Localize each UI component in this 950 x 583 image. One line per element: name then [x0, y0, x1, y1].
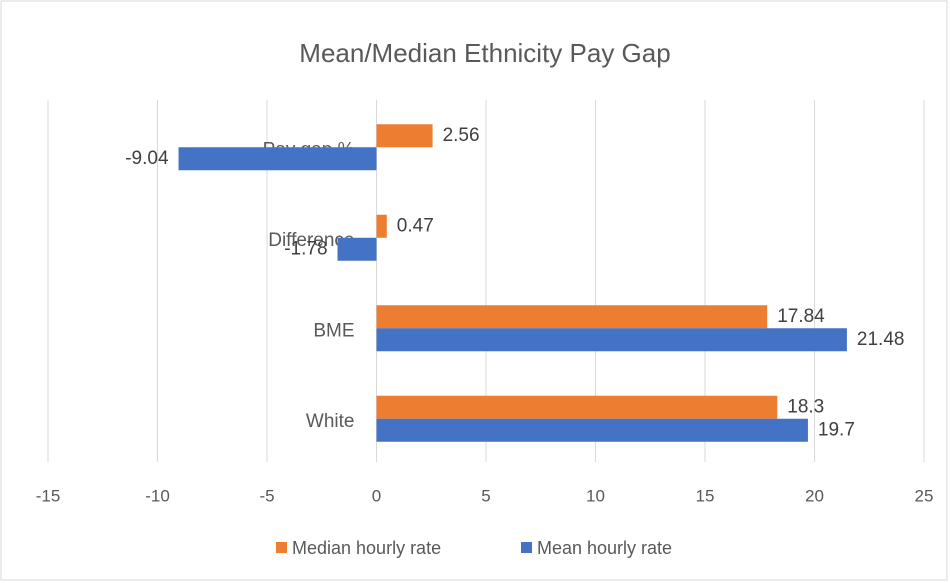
bar	[337, 237, 377, 261]
x-tick-label: -5	[259, 486, 274, 505]
data-label: 21.48	[857, 329, 905, 350]
legend-label: Mean hourly rate	[537, 538, 672, 558]
legend-label: Median hourly rate	[292, 538, 441, 558]
legend-swatch	[276, 542, 287, 553]
x-tick-label: 25	[915, 486, 934, 505]
bar	[178, 147, 377, 171]
x-tick-label: 20	[805, 486, 824, 505]
bar	[376, 328, 847, 352]
legend-swatch	[521, 542, 532, 553]
bar	[376, 214, 387, 238]
data-label: 18.3	[787, 396, 824, 417]
bar	[376, 124, 433, 148]
data-label: 19.7	[818, 419, 855, 440]
y-tick-label: BME	[313, 320, 354, 341]
x-tick-label: -15	[36, 486, 61, 505]
chart-title: Mean/Median Ethnicity Pay Gap	[299, 38, 670, 68]
x-tick-label: 5	[481, 486, 490, 505]
data-label: 17.84	[777, 306, 825, 327]
bar	[376, 395, 778, 419]
x-tick-label: -10	[145, 486, 170, 505]
y-tick-label: Difference	[268, 230, 354, 251]
bar	[376, 418, 808, 442]
data-label: -9.04	[125, 148, 169, 169]
x-tick-label: 0	[372, 486, 381, 505]
bar	[376, 305, 768, 329]
data-label: 0.47	[397, 215, 434, 236]
x-tick-label: 10	[586, 486, 605, 505]
data-label: 2.56	[443, 125, 480, 146]
data-label: -1.78	[284, 238, 327, 259]
y-tick-label: White	[306, 411, 355, 432]
x-tick-label: 15	[696, 486, 715, 505]
